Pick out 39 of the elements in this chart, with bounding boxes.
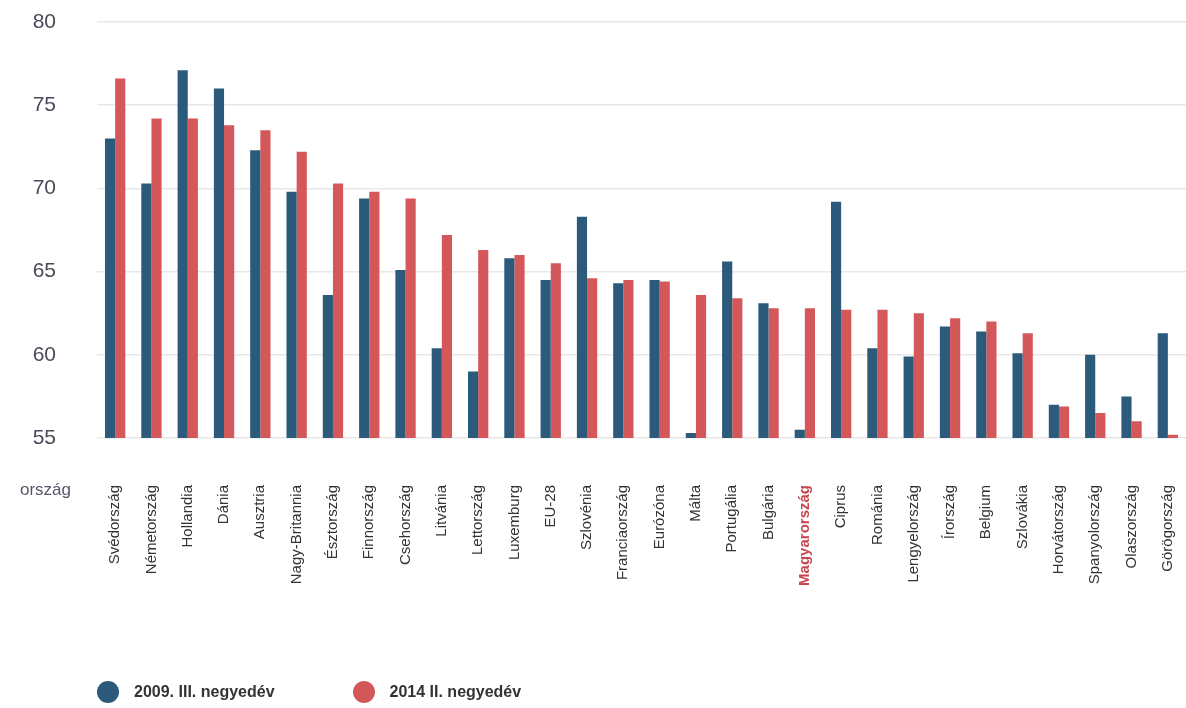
x-tick-label: Ausztria	[250, 484, 268, 540]
x-tick-label: Írország	[940, 485, 958, 540]
legend-label: 2009. III. negyedév	[134, 683, 275, 701]
x-tick-label: Olaszország	[1121, 485, 1139, 569]
x-tick-label: Lettország	[468, 485, 486, 556]
x-tick-label: Magyarország	[794, 485, 812, 586]
x-tick-label: Portugália	[722, 484, 740, 553]
y-tick-label: 65	[32, 258, 56, 282]
legend-label: 2014 II. negyedév	[389, 683, 522, 701]
x-tick-label: Franciaország	[613, 485, 631, 581]
x-tick-label: Nagy-Britannia	[286, 484, 304, 585]
x-tick-label: Horvátország	[1049, 485, 1067, 575]
x-tick-label: Ciprus	[831, 485, 849, 529]
y-tick-label: 70	[32, 175, 56, 199]
x-tick-label: Görögország	[1157, 485, 1175, 572]
x-tick-label: EU-28	[540, 485, 558, 528]
x-tick-label: Csehország	[395, 485, 413, 566]
x-tick-label: Dánia	[214, 484, 232, 525]
y-tick-label: 60	[32, 341, 56, 365]
y-tick-label: 80	[32, 8, 56, 32]
x-tick-label: Hollandia	[177, 484, 195, 548]
x-tick-label: Svédország	[105, 485, 123, 565]
x-tick-label: Szlovénia	[577, 484, 595, 551]
y-tick-label: 55	[32, 424, 56, 448]
x-tick-label: Belgium	[976, 485, 994, 540]
x-tick-label: Luxemburg	[504, 485, 522, 561]
y-tick-label: 75	[32, 92, 56, 115]
x-tick-label: Finnország	[359, 485, 377, 560]
x-tick-label: Spanyolország	[1085, 485, 1103, 585]
x-tick-label: Bulgária	[758, 484, 776, 541]
x-tick-label: Málta	[686, 484, 704, 522]
x-tick-label: Szlovákia	[1012, 484, 1030, 550]
x-tick-label: Észtország	[323, 485, 341, 560]
x-tick-label: Lengyelország	[903, 485, 921, 583]
x-tick-label: Eurózóna	[649, 484, 667, 550]
x-tick-label: Litvánia	[431, 484, 449, 537]
x-tick-label: Németország	[141, 485, 159, 575]
x-tick-label: Románia	[867, 484, 885, 546]
x-axis-title: ország	[20, 480, 72, 500]
